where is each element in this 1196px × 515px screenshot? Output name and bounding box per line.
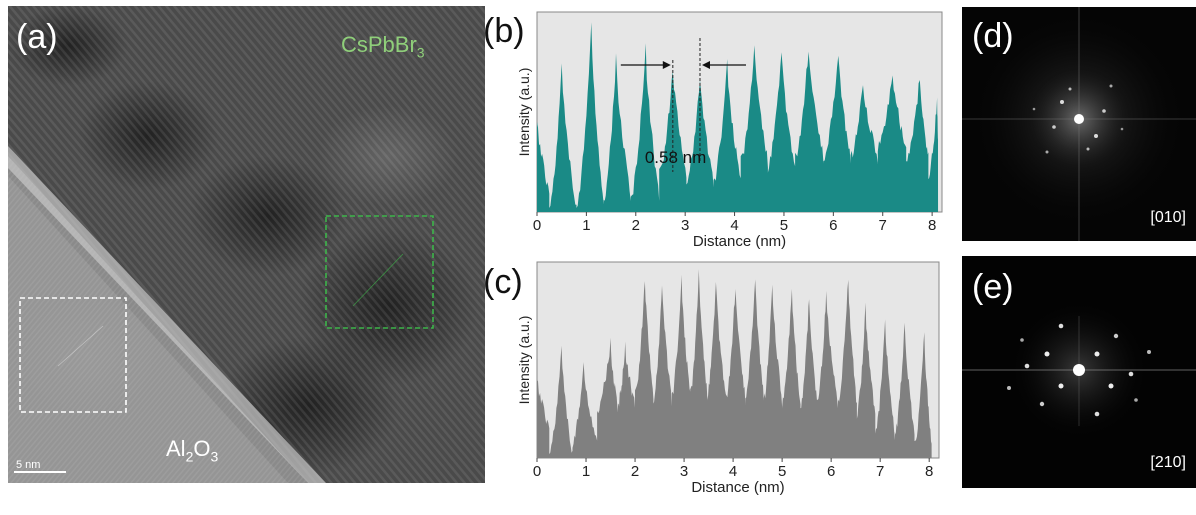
panel-e-label: (e) <box>972 268 1014 306</box>
x-tick-label: 6 <box>829 217 837 234</box>
panel-c-label: (c) <box>483 263 523 301</box>
fft-image-e <box>962 256 1196 488</box>
x-tick-label: 5 <box>778 463 786 480</box>
x-tick-label: 2 <box>632 217 640 234</box>
x-tick-label: 4 <box>730 217 738 234</box>
y-axis-label: Intensity (a.u.) <box>516 316 532 405</box>
intensity-profile-series <box>537 269 932 458</box>
zone-axis-d: [010] <box>1150 209 1186 226</box>
cspbbr3-label: CsPbBr3 <box>341 32 425 61</box>
fft-image-d <box>962 7 1196 241</box>
x-tick-label: 0 <box>533 463 541 480</box>
al2o3-fft-region-box <box>19 297 127 413</box>
panel-b-label: (b) <box>483 12 525 50</box>
x-tick-label: 6 <box>827 463 835 480</box>
y-axis-label: Intensity (a.u.) <box>516 68 532 157</box>
spacing-annotation: 0.58 nm <box>645 148 706 167</box>
fft-panel-d: (d) [010] <box>962 7 1196 241</box>
arrowhead-right <box>701 61 710 69</box>
x-tick-label: 4 <box>729 463 737 480</box>
hrtem-image-panel: 5 nm (a) CsPbBr3 Al2O3 <box>8 6 485 483</box>
x-tick-label: 2 <box>631 463 639 480</box>
intensity-profile-series <box>537 22 939 213</box>
profile-chart-c: 0 1 2 3 4 5 6 7 8 Distance (nm) Intensity (a.u.) <box>516 261 940 496</box>
zone-axis-e: [210] <box>1150 454 1186 471</box>
x-tick-label: 7 <box>876 463 884 480</box>
x-tick-label: 0 <box>533 217 541 234</box>
x-tick-label: 5 <box>780 217 788 234</box>
profile-chart-b: 0 1 2 3 4 5 6 7 8 Distance (nm) Intensity (a.u.) 0.… <box>516 11 943 250</box>
hrtem-image: 5 nm <box>8 6 485 483</box>
arrowhead-left <box>662 61 671 69</box>
x-axis-label: Distance (nm) <box>691 479 784 496</box>
scale-bar-label: 5 nm <box>16 459 40 471</box>
x-tick-label: 1 <box>582 463 590 480</box>
cspbbr3-fft-region-box <box>325 215 434 329</box>
panel-a-label: (a) <box>16 18 58 56</box>
x-tick-label: 7 <box>879 217 887 234</box>
panel-d-label: (d) <box>972 17 1014 55</box>
x-axis-label: Distance (nm) <box>693 233 786 250</box>
x-tick-label: 8 <box>928 217 936 234</box>
x-tick-label: 8 <box>925 463 933 480</box>
fft-panel-e: (e) [210] <box>962 256 1196 488</box>
al2o3-label: Al2O3 <box>166 436 219 465</box>
x-tick-label: 3 <box>680 463 688 480</box>
x-tick-label: 3 <box>681 217 689 234</box>
x-tick-label: 1 <box>582 217 590 234</box>
